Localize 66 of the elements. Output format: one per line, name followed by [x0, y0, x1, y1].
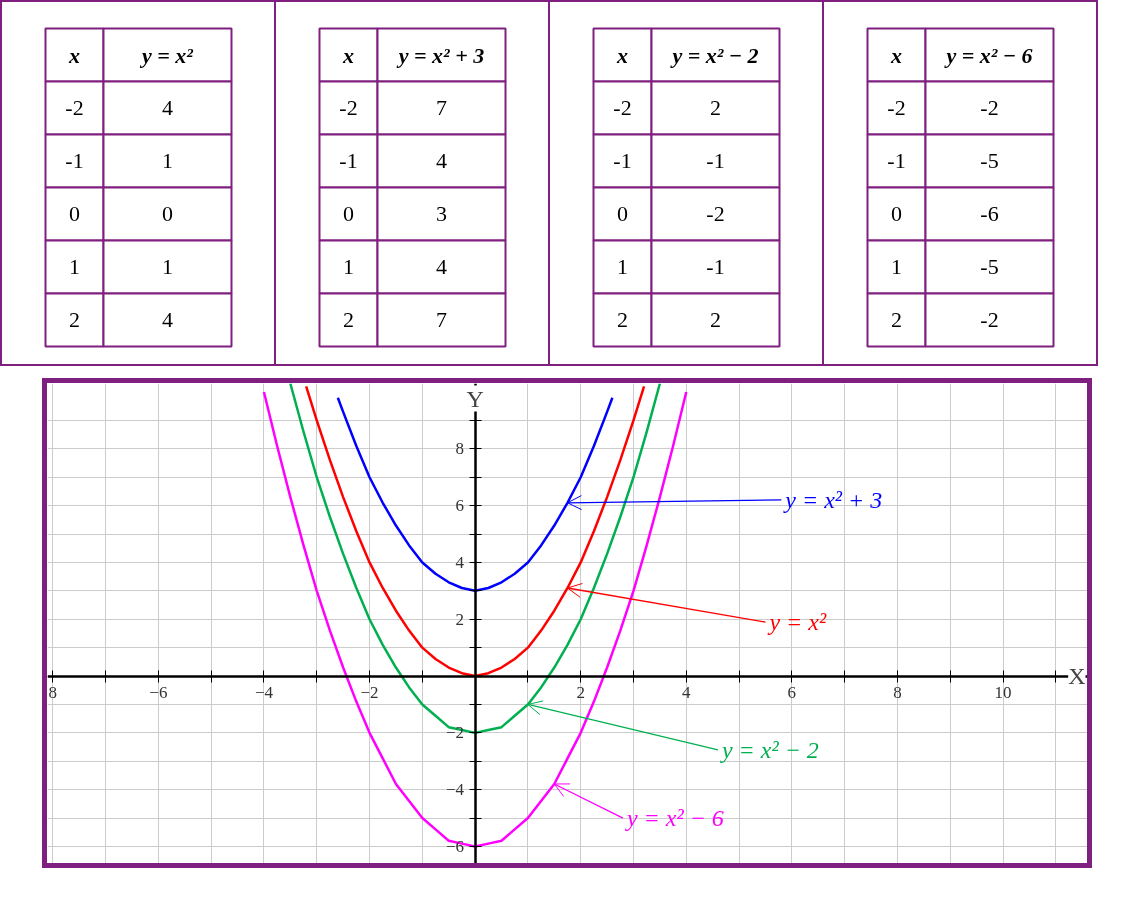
y-tick-label: 0: [617, 201, 628, 226]
data-label: 4: [162, 95, 173, 120]
data-label: -2: [706, 201, 725, 226]
data-label: 4: [162, 307, 173, 332]
y-axis-title: x: [616, 42, 628, 68]
x-tick-label: y = x² − 2: [669, 42, 759, 68]
y-tick-label: 8: [455, 439, 465, 459]
y-tick-label: 0: [343, 201, 354, 226]
y-tick-label: -2: [613, 95, 632, 120]
y-tick-label: −6: [446, 836, 465, 856]
x-tick-label: 4: [682, 683, 692, 703]
y-axis-title: x: [68, 42, 80, 68]
text: y = x² − 2: [719, 736, 819, 763]
y-tick-label: 1: [891, 254, 902, 279]
data-label: 7: [436, 307, 447, 332]
x-tick-label: y = x² − 6: [943, 42, 1033, 68]
y-tick-label: -1: [65, 148, 84, 173]
x-axis-title: X: [1068, 663, 1086, 690]
y-tick-label: 2: [69, 307, 80, 332]
y-tick-label: 1: [343, 254, 354, 279]
data-label: 1: [162, 148, 173, 173]
x-tick-label: 2: [576, 683, 585, 703]
y-tick-label: 4: [455, 552, 465, 572]
y-tick-label: -1: [887, 148, 906, 173]
y-tick-label: 2: [343, 307, 354, 332]
text: y = x²: [767, 609, 827, 636]
y-tick-label: 0: [891, 201, 902, 226]
y-tick-label: 1: [69, 254, 80, 279]
y-tick-label: 2: [891, 307, 902, 332]
data-label: -2: [980, 307, 999, 332]
data-label: -2: [980, 95, 999, 120]
text: y = x² + 3: [783, 486, 883, 513]
data-label: -5: [980, 254, 999, 279]
y-tick-label: 1: [617, 254, 628, 279]
x-tick-label: −2: [360, 683, 379, 703]
y-tick-label: -1: [339, 148, 358, 173]
y-tick-label: −4: [446, 780, 465, 800]
x-tick-label: y = x² + 3: [395, 42, 485, 68]
text: y = x² − 6: [624, 805, 724, 832]
data-label: -6: [980, 201, 999, 226]
data-label: -1: [706, 148, 725, 173]
y-tick-label: 6: [455, 496, 465, 516]
data-label: 2: [710, 307, 721, 332]
data-label: 3: [436, 201, 447, 226]
data-label: -5: [980, 148, 999, 173]
data-label: 2: [710, 95, 721, 120]
y-tick-label: -2: [887, 95, 906, 120]
data-label: 0: [162, 201, 173, 226]
y-tick-label: -2: [65, 95, 84, 120]
x-tick-label: 8: [48, 683, 58, 703]
data-label: 7: [436, 95, 447, 120]
y-axis-title: x: [890, 42, 902, 68]
y-axis-title: x: [342, 42, 354, 68]
x-tick-label: 6: [787, 683, 797, 703]
x-tick-label: −4: [254, 683, 274, 703]
y-axis-title: Y: [466, 385, 484, 412]
data-label: -1: [706, 254, 725, 279]
y-tick-label: 2: [617, 307, 628, 332]
y-tick-label: 0: [69, 201, 80, 226]
x-tick-label: y = x²: [139, 42, 194, 68]
y-tick-label: 2: [455, 609, 465, 629]
x-tick-label: −6: [149, 683, 168, 703]
y-tick-label: -1: [613, 148, 632, 173]
y-tick-label: -2: [339, 95, 358, 120]
x-tick-label: 10: [994, 683, 1012, 703]
data-label: 1: [162, 254, 173, 279]
